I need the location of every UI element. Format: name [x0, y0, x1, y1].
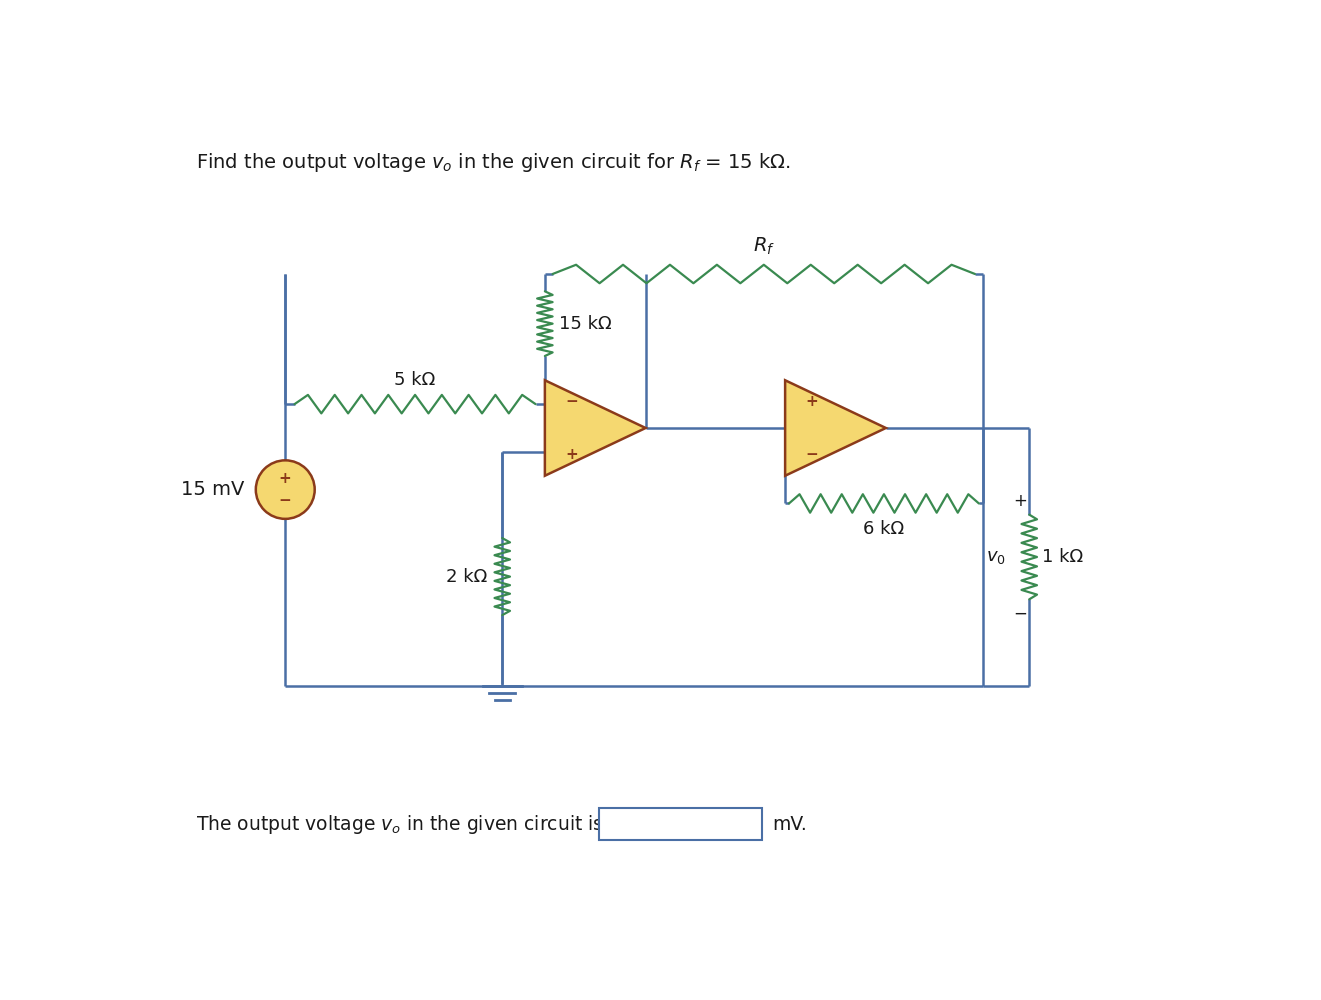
Text: +: +	[565, 447, 577, 462]
Text: 6 kΩ: 6 kΩ	[864, 520, 905, 538]
Polygon shape	[785, 380, 886, 476]
Text: −: −	[1013, 604, 1026, 622]
Text: 5 kΩ: 5 kΩ	[395, 371, 436, 389]
Polygon shape	[544, 380, 646, 476]
Text: $v_0$: $v_0$	[987, 548, 1007, 566]
Text: 2 kΩ: 2 kΩ	[445, 568, 486, 586]
FancyBboxPatch shape	[600, 808, 762, 840]
Text: −: −	[806, 447, 818, 462]
Text: −: −	[565, 394, 577, 409]
Text: 15 mV: 15 mV	[181, 480, 244, 499]
Text: Find the output voltage $v_o$ in the given circuit for $R_f$ = 15 kΩ.: Find the output voltage $v_o$ in the giv…	[196, 151, 791, 174]
Text: 1 kΩ: 1 kΩ	[1042, 548, 1083, 566]
Text: mV.: mV.	[773, 815, 807, 834]
Text: −: −	[279, 493, 292, 508]
Text: $R_f$: $R_f$	[753, 236, 775, 257]
Text: The output voltage $v_o$ in the given circuit is: The output voltage $v_o$ in the given ci…	[196, 813, 604, 836]
Circle shape	[256, 460, 314, 519]
Text: +: +	[279, 471, 292, 486]
Text: +: +	[806, 394, 818, 409]
Text: +: +	[1013, 492, 1026, 510]
Text: 15 kΩ: 15 kΩ	[559, 315, 612, 333]
